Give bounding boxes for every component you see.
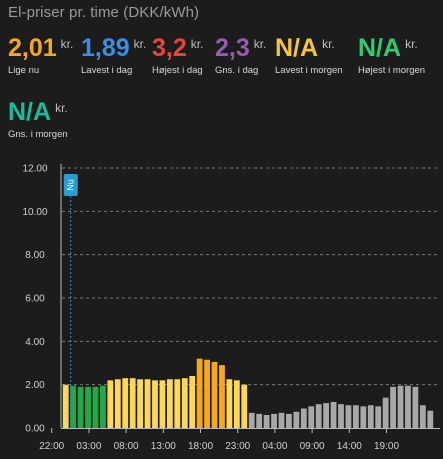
price-bar [77, 386, 84, 428]
stat-lowest-today: 1,89 kr. Lavest i dag [81, 30, 146, 76]
x-tick-label: 03:00 [76, 441, 101, 452]
price-bar [241, 384, 248, 428]
price-bar [390, 386, 396, 428]
stat-current-value: 2,01 kr. [8, 34, 74, 62]
x-tick-label: 18:00 [188, 441, 213, 452]
x-tick-label: 09:00 [300, 441, 325, 452]
stat-average-today: 2,3 kr. Gns. i dag [215, 30, 266, 76]
price-bar [352, 405, 359, 428]
price-bar [129, 378, 136, 428]
price-bar [122, 378, 129, 428]
price-bar [114, 379, 121, 428]
y-tick-label: 12.00 [22, 164, 47, 175]
x-tick-label: 22:00 [39, 441, 64, 452]
price-bar [144, 379, 151, 428]
x-tick-label: 14:00 [337, 441, 362, 452]
price-bar [70, 385, 77, 428]
stat-highest-tomorrow-value: N/A kr. [358, 34, 418, 62]
stat-average-tomorrow-label: Gns. i morgen [8, 129, 68, 140]
price-bar [92, 386, 99, 428]
stat-highest-today: 3,2 kr. Højest i dag [152, 30, 203, 76]
price-bar [427, 410, 434, 428]
price-bar [248, 412, 255, 428]
price-bar [189, 376, 196, 428]
y-tick-label: 8.00 [25, 250, 45, 261]
price-bar [85, 386, 91, 428]
stat-average-today-value: 2,3 kr. [215, 34, 267, 62]
stat-highest-tomorrow-label: Højest i morgen [358, 65, 426, 76]
price-bar [256, 413, 263, 428]
price-bar [100, 385, 106, 428]
stat-average-tomorrow: N/A kr. Gns. i morgen [8, 94, 68, 140]
card-title: El-priser pr. time (DKK/kWh) [8, 4, 200, 21]
price-bar [315, 404, 322, 428]
x-tick-label: 19:00 [374, 441, 399, 452]
price-bar [107, 380, 114, 428]
price-bar [211, 361, 218, 428]
price-bar [360, 406, 367, 428]
stat-highest-tomorrow: N/A kr. Højest i morgen [358, 30, 425, 76]
stat-average-tomorrow-value: N/A kr. [8, 98, 68, 126]
price-bar [338, 404, 344, 428]
price-bar [286, 413, 292, 428]
price-bar [330, 402, 337, 428]
price-bar [323, 403, 330, 428]
y-tick-label: 10.00 [22, 207, 47, 218]
now-label: Nu [66, 179, 76, 191]
x-tick-label: 13:00 [151, 441, 176, 452]
price-bar [300, 408, 307, 428]
price-bar [62, 384, 69, 428]
x-tick-label: 23:00 [225, 441, 250, 452]
y-tick-label: 6.00 [25, 294, 45, 305]
price-bar [174, 379, 181, 428]
price-bar [204, 359, 210, 428]
price-bar [397, 385, 404, 428]
now-badge [63, 174, 78, 196]
y-tick-label: 2.00 [25, 380, 45, 391]
price-bar [196, 358, 203, 428]
stat-average-today-label: Gns. i dag [215, 65, 259, 76]
price-bar [166, 379, 173, 428]
stat-lowest-tomorrow-value: N/A kr. [275, 34, 335, 62]
price-bar [219, 365, 225, 428]
price-bar [419, 405, 426, 428]
price-bar [181, 378, 188, 428]
x-tick-label: 08:00 [114, 441, 139, 452]
y-tick-label: 0.00 [25, 424, 45, 435]
stat-current-label: Lige nu [8, 65, 40, 76]
x-tick-label: 04:00 [262, 441, 287, 452]
price-bar [226, 379, 233, 428]
price-bar [367, 405, 374, 428]
stat-highest-today-label: Højest i dag [152, 65, 203, 76]
price-bar [263, 415, 270, 428]
stat-highest-today-value: 3,2 kr. [152, 34, 204, 62]
price-bar [382, 397, 389, 428]
stat-lowest-today-value: 1,89 kr. [81, 34, 147, 62]
price-bar [233, 380, 240, 428]
stat-current: 2,01 kr. Lige nu [8, 30, 73, 76]
price-bar [159, 380, 166, 428]
stat-lowest-tomorrow-label: Lavest i morgen [275, 65, 343, 76]
y-tick-label: 4.00 [25, 337, 45, 348]
price-bar [405, 385, 411, 428]
price-bar [308, 406, 315, 428]
price-bar [271, 413, 277, 428]
price-bar [375, 406, 382, 428]
price-bar [293, 411, 300, 428]
price-bar [137, 379, 144, 428]
price-bar [345, 405, 352, 428]
stat-lowest-tomorrow: N/A kr. Lavest i morgen [275, 30, 343, 76]
price-bar [412, 386, 419, 428]
stat-lowest-today-label: Lavest i dag [81, 65, 133, 76]
price-bar [152, 380, 158, 428]
price-bar [278, 412, 285, 428]
